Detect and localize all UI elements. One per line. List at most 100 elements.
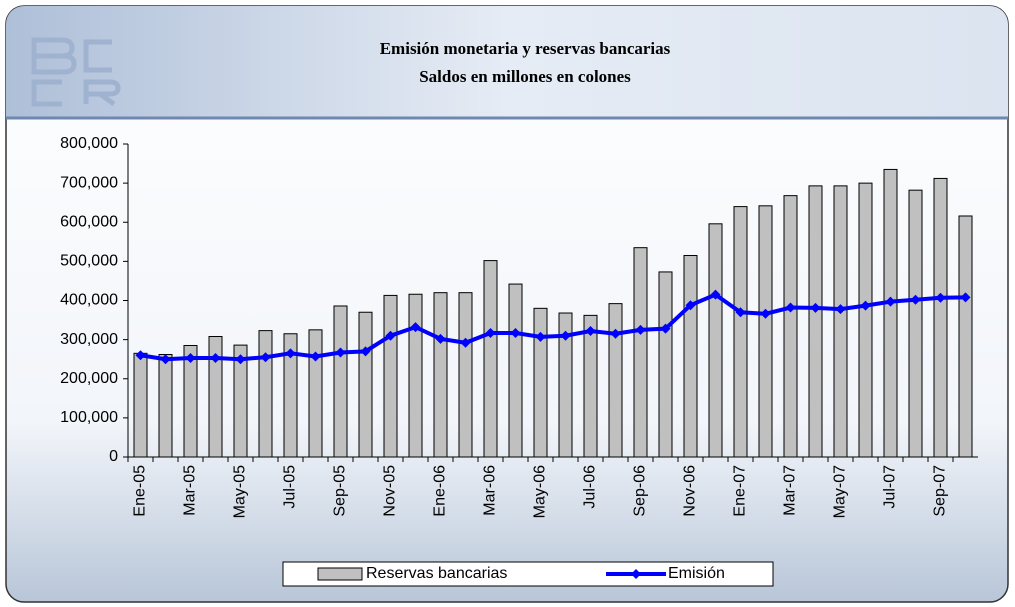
marker — [635, 324, 646, 335]
bar — [458, 292, 473, 458]
bar — [808, 185, 823, 458]
marker — [135, 350, 146, 361]
bar — [833, 185, 848, 458]
marker — [435, 333, 446, 344]
marker — [410, 322, 421, 333]
bar — [908, 189, 923, 458]
x-tick-label: Sep-07 — [932, 465, 949, 517]
marker — [710, 289, 721, 300]
bar — [308, 329, 323, 458]
bar — [683, 255, 698, 458]
marker — [610, 328, 621, 339]
legend-swatch — [317, 567, 363, 581]
marker — [510, 327, 521, 338]
bar — [358, 311, 373, 458]
x-tick-label: Jul-05 — [282, 465, 299, 509]
line — [140, 292, 966, 362]
bar — [958, 215, 973, 458]
marker — [560, 330, 571, 341]
bar — [383, 294, 398, 458]
x-tick-label: Nov-06 — [682, 465, 699, 517]
y-tick-label: 600,000 — [60, 213, 118, 230]
marker — [185, 353, 196, 364]
x-tick-label: May-06 — [532, 465, 549, 518]
bar — [433, 292, 448, 458]
marker — [935, 292, 946, 303]
y-tick-label: 400,000 — [60, 292, 118, 309]
marker — [885, 296, 896, 307]
chart-subtitle: Saldos en millones en colones — [419, 67, 631, 86]
marker — [335, 347, 346, 358]
bar — [158, 353, 173, 458]
marker — [535, 331, 546, 342]
legend — [282, 561, 774, 587]
bar — [533, 307, 548, 458]
bar — [883, 168, 898, 458]
bar — [633, 247, 648, 458]
x-tick-label: Jul-07 — [882, 465, 899, 509]
legend-marker — [631, 569, 641, 579]
x-tick-label: Mar-07 — [782, 465, 799, 516]
marker — [460, 337, 471, 348]
bar — [333, 305, 348, 458]
bar — [708, 223, 723, 458]
x-tick-label: Mar-05 — [182, 465, 199, 516]
bar — [558, 312, 573, 458]
marker — [760, 308, 771, 319]
legend-label: Emisión — [668, 565, 725, 582]
marker — [735, 307, 746, 318]
bar — [583, 314, 598, 458]
x-tick-label: May-07 — [832, 465, 849, 518]
marker — [910, 294, 921, 305]
x-tick-label: Ene-06 — [432, 465, 449, 517]
y-tick-label: 200,000 — [60, 370, 118, 387]
marker — [860, 300, 871, 311]
marker — [810, 302, 821, 313]
marker — [235, 354, 246, 365]
marker — [160, 354, 171, 365]
y-tick-label: 700,000 — [60, 174, 118, 191]
chart-title: Emisión monetaria y reservas bancarias — [380, 39, 671, 58]
bar — [483, 260, 498, 458]
x-tick-label: May-05 — [232, 465, 249, 518]
legend-label: Reservas bancarias — [366, 565, 507, 582]
marker — [485, 327, 496, 338]
logo — [31, 37, 121, 107]
marker — [685, 300, 696, 311]
bar — [733, 206, 748, 458]
bar — [933, 177, 948, 458]
marker — [960, 292, 971, 303]
bar — [858, 182, 873, 458]
bar — [133, 352, 148, 458]
marker — [585, 326, 596, 337]
x-tick-label: Sep-05 — [332, 465, 349, 517]
header-band — [6, 6, 1008, 118]
x-tick-label: Jul-06 — [582, 465, 599, 509]
y-tick-label: 100,000 — [60, 409, 118, 426]
bar — [183, 344, 198, 458]
marker — [660, 323, 671, 334]
x-tick-label: Sep-06 — [632, 465, 649, 517]
x-tick-label: Mar-06 — [482, 465, 499, 516]
x-tick-label: Nov-05 — [382, 465, 399, 517]
bar — [408, 293, 423, 458]
bar — [258, 330, 273, 458]
marker — [360, 346, 371, 357]
marker — [210, 353, 221, 364]
bar — [758, 205, 773, 458]
bar — [658, 271, 673, 458]
marker — [785, 302, 796, 313]
bar — [208, 335, 223, 458]
x-tick-label: Ene-05 — [132, 465, 149, 517]
marker — [310, 351, 321, 362]
marker — [285, 348, 296, 359]
marker — [385, 330, 396, 341]
x-tick-label: Ene-07 — [732, 465, 749, 517]
y-tick-label: 0 — [109, 448, 118, 465]
bar — [608, 303, 623, 458]
bar — [783, 195, 798, 458]
y-tick-label: 300,000 — [60, 331, 118, 348]
marker — [835, 304, 846, 315]
